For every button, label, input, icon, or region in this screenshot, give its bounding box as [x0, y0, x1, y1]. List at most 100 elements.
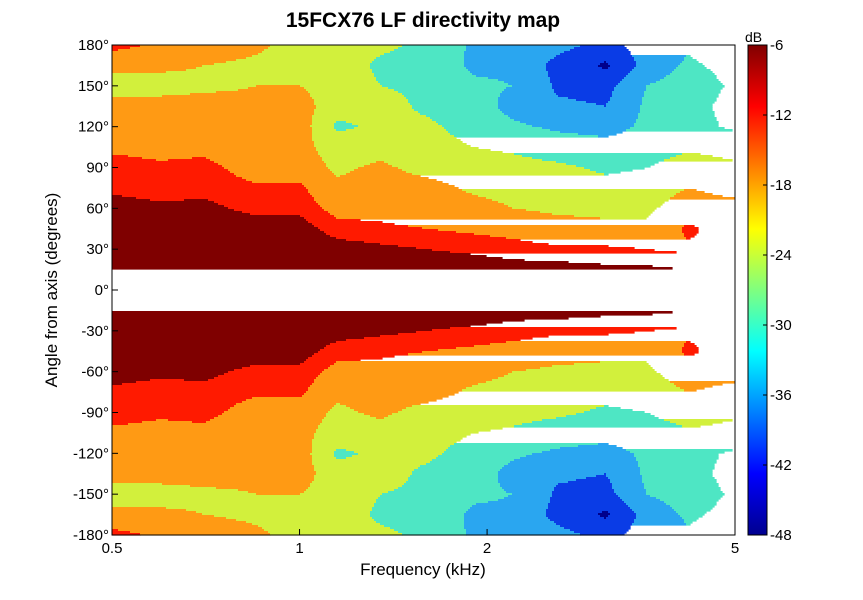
heatmap-cell	[312, 117, 431, 120]
heatmap-cell	[684, 345, 697, 348]
heatmap-cell	[112, 385, 311, 388]
heatmap-cell	[470, 507, 549, 510]
heatmap-cell	[646, 493, 725, 496]
heatmap-cell	[312, 195, 479, 198]
heatmap-cell	[228, 371, 323, 374]
heatmap-cell	[112, 379, 151, 382]
heatmap-cell	[490, 343, 685, 346]
heatmap-cell	[112, 53, 259, 56]
heatmap-cell	[384, 525, 465, 528]
heatmap-cell	[112, 149, 317, 152]
heatmap-cell	[246, 57, 377, 60]
heatmap-cell	[532, 421, 671, 424]
heatmap-cell	[326, 413, 365, 416]
heatmap-cell	[330, 365, 553, 368]
colorbar-tick-label: -18	[770, 177, 792, 194]
heatmap-cell	[430, 461, 511, 464]
heatmap-cell	[450, 251, 677, 254]
heatmap-cell	[408, 477, 499, 480]
heatmap-cell	[432, 119, 515, 122]
heatmap-cell	[486, 197, 671, 200]
heatmap-cell	[112, 129, 313, 132]
heatmap-cell	[612, 485, 645, 488]
heatmap-cell	[112, 75, 375, 78]
heatmap-cell	[634, 521, 685, 524]
heatmap-cell	[312, 121, 337, 124]
heatmap-cell	[554, 89, 615, 92]
heatmap-cell	[686, 523, 691, 526]
colorbar-tick-label: -24	[770, 247, 792, 264]
heatmap-cell	[112, 413, 223, 416]
heatmap-cell	[374, 59, 465, 62]
heatmap-cell	[112, 69, 187, 72]
heatmap-cell	[310, 193, 473, 196]
heatmap-cell	[602, 511, 609, 514]
heatmap-cell	[112, 181, 253, 184]
heatmap-cell	[258, 53, 385, 56]
heatmap-cell	[634, 67, 677, 70]
heatmap-cell	[242, 401, 429, 404]
heatmap-cell	[380, 243, 549, 246]
heatmap-cell	[322, 371, 513, 374]
heatmap-cell	[664, 419, 733, 422]
heatmap-cell	[370, 513, 465, 516]
heatmap-cell	[312, 449, 337, 452]
heatmap-cell	[112, 505, 375, 508]
heatmap-cell	[112, 151, 319, 154]
heatmap-cell	[506, 87, 553, 90]
heatmap-cell	[500, 483, 559, 486]
heatmap-cell	[112, 261, 569, 264]
heatmap-cell	[322, 159, 543, 162]
heatmap-cell	[604, 517, 607, 520]
heatmap-cell	[512, 85, 553, 88]
heatmap-cell	[112, 463, 313, 466]
heatmap-cell	[552, 87, 615, 90]
heatmap-cell	[550, 59, 635, 62]
heatmap-cell	[370, 67, 467, 70]
heatmap-cell	[402, 485, 501, 488]
heatmap-cell	[372, 509, 469, 512]
heatmap-cell	[442, 453, 533, 456]
heatmap-cell	[532, 157, 671, 160]
heatmap-cell	[112, 215, 301, 218]
heatmap-cell	[112, 99, 315, 102]
heatmap-cell	[268, 47, 399, 50]
heatmap-cell	[636, 63, 681, 66]
heatmap-cell	[414, 109, 501, 112]
heatmap-cell	[112, 245, 399, 248]
heatmap-cell	[112, 521, 247, 524]
heatmap-cell	[376, 57, 465, 60]
heatmap-cell	[384, 53, 465, 56]
heatmap-cell	[548, 73, 629, 76]
heatmap-cell	[190, 485, 311, 488]
heatmap-cell	[686, 237, 691, 240]
heatmap-cell	[378, 497, 505, 500]
heatmap-cell	[406, 171, 597, 174]
heatmap-cell	[626, 75, 667, 78]
heatmap-cell	[598, 135, 609, 138]
heatmap-cell	[644, 95, 719, 98]
heatmap-cell	[112, 161, 215, 164]
heatmap-cell	[112, 115, 313, 118]
heatmap-cell	[684, 389, 697, 392]
heatmap-cell	[112, 109, 315, 112]
heatmap-cell	[514, 459, 637, 462]
heatmap-cell	[498, 97, 569, 100]
heatmap-cell	[502, 467, 641, 470]
heatmap-cell	[112, 351, 319, 354]
heatmap-cell	[112, 387, 309, 390]
heatmap-cell	[502, 487, 555, 490]
heatmap-cell	[136, 381, 315, 384]
heatmap-cell	[312, 131, 449, 134]
heatmap-cell	[556, 93, 613, 96]
heatmap-cell	[112, 527, 263, 530]
heatmap-cell	[636, 119, 717, 122]
heatmap-cell	[112, 73, 375, 76]
heatmap-cell	[398, 91, 503, 94]
heatmap-cell	[142, 157, 193, 160]
heatmap-cell	[468, 509, 547, 512]
heatmap-cell	[308, 221, 383, 224]
heatmap-cell	[314, 145, 471, 148]
heatmap-cell	[398, 47, 467, 50]
heatmap-cell	[306, 89, 395, 92]
